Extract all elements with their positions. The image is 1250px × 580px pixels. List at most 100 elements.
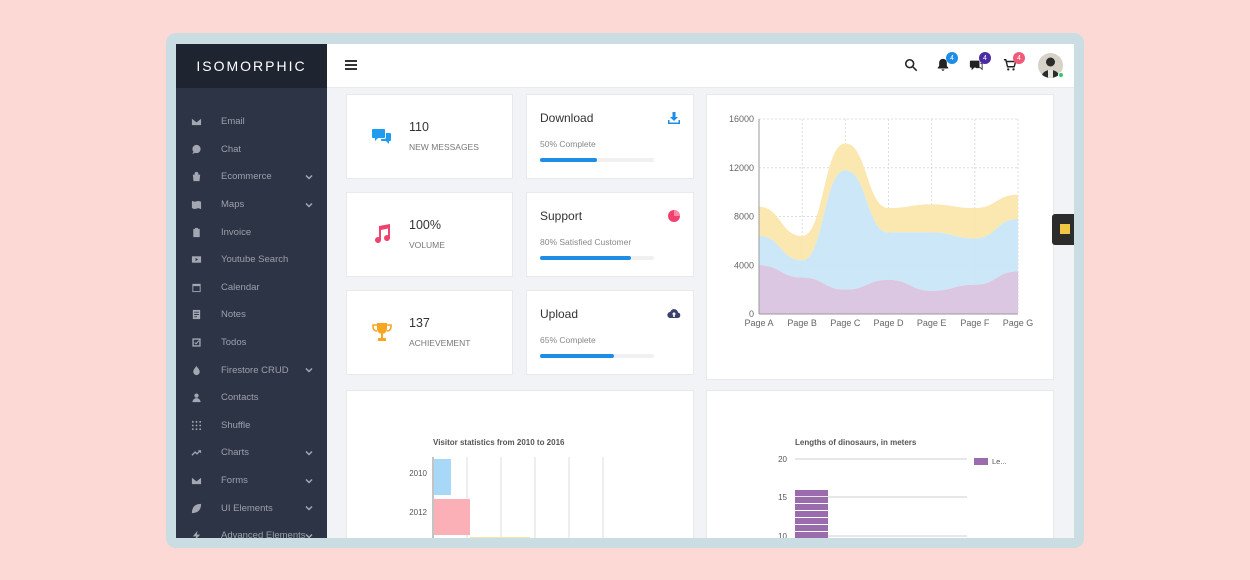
progress-bar [540,256,654,260]
sidebar-item-advanced-elements[interactable]: Advanced Elements [176,522,327,538]
sidebar-item-ui-elements[interactable]: UI Elements [176,494,327,522]
progress-fill [540,256,632,260]
chevron-down-icon[interactable] [305,449,313,457]
progress-status: 65% Complete [540,335,596,345]
stat-card-volume: 100% VOLUME [346,192,513,277]
chevron-down-icon[interactable] [305,366,313,374]
sidebar-item-label: Shuffle [221,419,251,431]
y-tick-label: 10 [778,532,787,538]
trophy-icon [371,321,393,343]
sidebar-item-firestore-crud[interactable]: Firestore CRUD [176,356,327,384]
sidebar-item-invoice[interactable]: Invoice [176,218,327,246]
progress-bar [540,354,654,358]
y-tick-label: 15 [778,493,787,502]
clipboard-icon [190,226,203,238]
sidebar-item-todos[interactable]: Todos [176,329,327,357]
chevron-down-icon[interactable] [305,173,313,181]
sidebar-item-calendar[interactable]: Calendar [176,274,327,302]
bar-segment [795,525,828,531]
sidebar-item-label: Advanced Elements [221,530,306,538]
y-tick-label: 0 [749,309,754,319]
sidebar-item-label: Youtube Search [221,254,289,266]
bar [434,459,451,495]
sidebar-item-label: Email [221,116,245,128]
sidebar: ISOMORPHIC Email Chat Ecommerce Maps Invoice… [176,44,327,538]
y-tick-label: 16000 [729,114,754,124]
area-series-3 [759,143,1018,261]
legend-swatch [974,458,988,465]
cloud-upload-icon[interactable] [667,307,681,321]
online-status-indicator [1058,72,1064,78]
mail-icon [190,475,203,487]
sidebar-item-label: Notes [221,309,246,321]
legend-label: Le... [992,457,1007,466]
notes-icon [190,309,203,321]
cart-icon[interactable]: 4 [1003,52,1025,72]
dinosaur-length-chart[interactable]: Lengths of dinosaurs, in meters 20 15 10 Le.… [707,391,1053,538]
bar-segment [795,497,828,503]
bar-segment [795,504,828,510]
progress-title: Support [540,209,583,223]
chart-title: Lengths of dinosaurs, in meters [795,438,917,447]
sidebar-item-label: Chat [221,143,242,155]
sidebar-item-notes[interactable]: Notes [176,301,327,329]
sidebar-item-charts[interactable]: Charts [176,439,327,467]
pie-icon[interactable] [667,209,681,223]
chevron-down-icon[interactable] [305,477,313,485]
sidebar-item-ecommerce[interactable]: Ecommerce [176,163,327,191]
notifications-bell-icon[interactable]: 4 [936,52,958,72]
sidebar-item-email[interactable]: Email [176,108,327,136]
chevron-down-icon[interactable] [305,201,313,209]
sidebar-item-label: UI Elements [221,502,273,514]
chevron-down-icon[interactable] [305,532,313,538]
messages-icon[interactable]: 4 [969,52,991,72]
progress-card-support: Support 80% Satisfied Customer [526,192,694,277]
x-tick-label: Page B [787,318,817,328]
area-chart-card: 0 4000 8000 12000 16000 Page A Page B Page C Pag… [706,94,1054,380]
sidebar-item-label: Calendar [221,281,260,293]
visitor-bar-chart[interactable]: Visitor statistics from 2010 to 2016 2010… [347,391,693,538]
x-tick-label: Page D [873,318,904,328]
checkbox-icon [190,337,203,349]
sidebar-item-youtube-search[interactable]: Youtube Search [176,246,327,274]
y-tick-label: 4000 [734,260,754,270]
theme-switcher-tab[interactable] [1052,214,1074,245]
bag-icon [190,171,203,183]
stat-label: ACHIEVEMENT [409,338,471,348]
sidebar-item-shuffle[interactable]: Shuffle [176,412,327,440]
download-icon[interactable] [667,111,681,125]
app-logo[interactable]: ISOMORPHIC [176,44,327,88]
sidebar-item-label: Maps [221,199,245,211]
y-tick-label: 20 [778,455,787,464]
stat-value: 100% [409,218,441,232]
x-tick-label: Page C [830,318,861,328]
leaf-icon [190,502,203,514]
sidebar-item-chat[interactable]: Chat [176,136,327,164]
sidebar-item-contacts[interactable]: Contacts [176,384,327,412]
stat-card-achievement: 137 ACHIEVEMENT [346,290,513,375]
sidebar-item-forms[interactable]: Forms [176,467,327,495]
progress-fill [540,354,615,358]
sidebar-item-maps[interactable]: Maps [176,191,327,219]
search-icon[interactable] [904,58,918,72]
chat-icon [190,143,203,155]
bar [470,537,530,538]
youtube-icon [190,254,203,266]
sidebar-nav: Email Chat Ecommerce Maps Invoice Youtube Sea… [176,88,327,538]
visitor-chart-card: Visitor statistics from 2010 to 2016 2010… [346,390,694,538]
trend-icon [190,447,203,459]
bar-segment [795,518,828,524]
sidebar-item-label: Firestore CRUD [221,364,289,376]
area-chart[interactable]: 0 4000 8000 12000 16000 Page A Page B Page C Pag… [707,95,1053,379]
sidebar-item-label: Forms [221,475,248,487]
progress-title: Download [540,111,594,125]
mail-icon [190,116,203,128]
chevron-down-icon[interactable] [305,504,313,512]
music-note-icon [371,223,393,245]
menu-toggle-icon[interactable] [345,60,357,70]
calendar-icon [190,281,203,293]
flame-icon [190,364,203,376]
progress-title: Upload [540,307,579,321]
x-tick-label: Page A [744,318,773,328]
stat-value: 110 [409,120,429,134]
